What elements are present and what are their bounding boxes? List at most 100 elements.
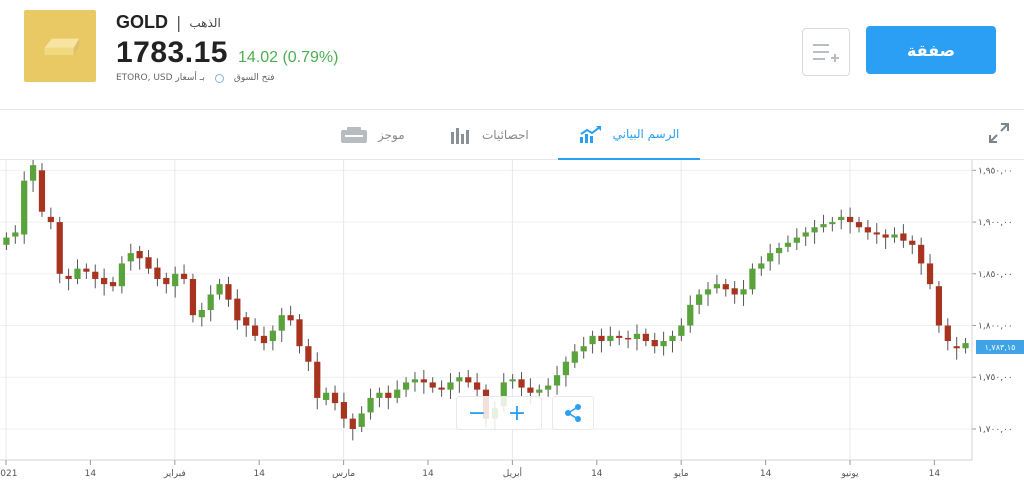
y-tick-label: ١,٩٥٠,٠٠ (978, 166, 1013, 176)
candle-body (882, 234, 889, 238)
candle-body (154, 267, 161, 279)
candle-body (385, 392, 392, 398)
candle-body (758, 263, 765, 269)
x-tick-label: فبراير (163, 469, 186, 479)
candle-body (847, 216, 854, 223)
x-tick-label: 14 (422, 469, 434, 479)
candle-body (935, 286, 943, 326)
candle-body (260, 335, 268, 344)
zoom-in-button[interactable]: + (507, 400, 527, 426)
tab-chart-label: الرسم البياني (612, 127, 680, 141)
candle-body (784, 242, 792, 247)
candle-body (731, 288, 738, 295)
candle-body (278, 315, 285, 331)
zoom-controls: − + (456, 396, 542, 430)
candle-body (29, 165, 37, 181)
candle-body (367, 397, 374, 413)
x-tick-label: يونيو (840, 469, 859, 479)
candle-body (660, 341, 667, 347)
x-tick-label: أبريل (503, 467, 522, 479)
candle-body (598, 335, 605, 342)
candle-body (536, 389, 543, 393)
chart-trend-icon (579, 126, 601, 143)
candle-body (340, 402, 348, 419)
candle-body (829, 222, 836, 225)
candle-body (207, 294, 214, 310)
candle-body (447, 382, 454, 390)
candle-body (420, 379, 427, 383)
candle-body (74, 268, 81, 279)
add-to-watchlist-button[interactable] (802, 28, 850, 76)
currency-note: ETORO, USD بـ أسعار (116, 73, 205, 83)
x-tick-label: 2021 (0, 469, 17, 479)
market-status: فتح السوق (233, 73, 275, 83)
instrument-symbol: GOLD (116, 12, 168, 32)
candle-body (704, 289, 712, 295)
x-tick-label: 14 (929, 469, 941, 479)
candle-body (56, 222, 63, 274)
candle-body (38, 170, 46, 212)
candle-body (118, 263, 125, 287)
candle-body (287, 315, 294, 321)
share-icon (565, 404, 581, 422)
candle-body (740, 289, 747, 295)
candlestick-chart[interactable]: ١,٧٠٠,٠٠ ١,٧٥٠,٠٠ ١,٨٠٠,٠٠ ١,٨٥٠,٠٠ ١,٩٠٠,٠٠… (0, 160, 1024, 500)
candle-body (944, 325, 951, 342)
title-separator: | (176, 13, 182, 32)
candle-body (465, 377, 472, 383)
x-tick-label: مايو (673, 469, 689, 479)
candle-body (571, 351, 578, 363)
candle-body (349, 418, 356, 429)
candle-body (891, 234, 898, 238)
zoom-out-button[interactable]: − (467, 400, 487, 426)
candle-body (713, 284, 721, 289)
share-button[interactable] (553, 396, 593, 430)
candle-body (589, 335, 596, 345)
candle-body (331, 392, 339, 404)
candle-body (314, 361, 321, 398)
x-tick-label: 14 (253, 469, 265, 479)
candle-body (909, 240, 916, 245)
candle-body (553, 375, 561, 386)
candle-body (216, 284, 223, 295)
tab-stats-label: احصائيات (482, 128, 529, 142)
clock-icon (214, 73, 224, 83)
candle-body (109, 282, 117, 287)
candle-body (323, 392, 330, 400)
candle-body (580, 346, 587, 352)
candle-body (101, 277, 108, 285)
candle-body (172, 273, 179, 287)
tab-summary[interactable]: موجز (340, 110, 405, 160)
candle-body (456, 377, 463, 382)
trade-button[interactable]: صفقة (866, 26, 996, 74)
candle-body (305, 346, 312, 362)
candle-body (500, 382, 507, 407)
price-chart[interactable]: ١,٧٠٠,٠٠ ١,٧٥٠,٠٠ ١,٨٠٠,٠٠ ١,٨٥٠,٠٠ ١,٩٠٠,٠٠… (0, 160, 1024, 500)
candle-body (926, 263, 934, 285)
candle-body (21, 180, 28, 235)
x-tick-label: 14 (760, 469, 772, 479)
candle-body (394, 389, 401, 398)
candle-body (820, 224, 827, 228)
candle-body (509, 379, 516, 382)
y-tick-label: ١,٩٠٠,٠٠ (978, 218, 1013, 228)
candle-body (474, 382, 481, 390)
candle-body (855, 222, 863, 228)
summary-card-icon (341, 127, 367, 143)
candle-body (642, 333, 649, 342)
candle-body (136, 251, 143, 259)
candle-body (545, 385, 552, 390)
candle-body (189, 278, 197, 316)
candle-body (376, 392, 383, 398)
candle-body (767, 253, 774, 262)
candle-body (269, 330, 276, 342)
candle-body (962, 343, 969, 349)
fullscreen-expand-icon[interactable] (988, 122, 1010, 144)
candle-body (651, 340, 658, 347)
candle-body (775, 247, 783, 254)
tab-stats[interactable]: احصائيات (450, 110, 529, 160)
candle-body (624, 337, 632, 340)
candle-body (562, 361, 570, 376)
candle-body (918, 244, 925, 264)
tab-chart[interactable]: الرسم البياني (558, 110, 700, 160)
